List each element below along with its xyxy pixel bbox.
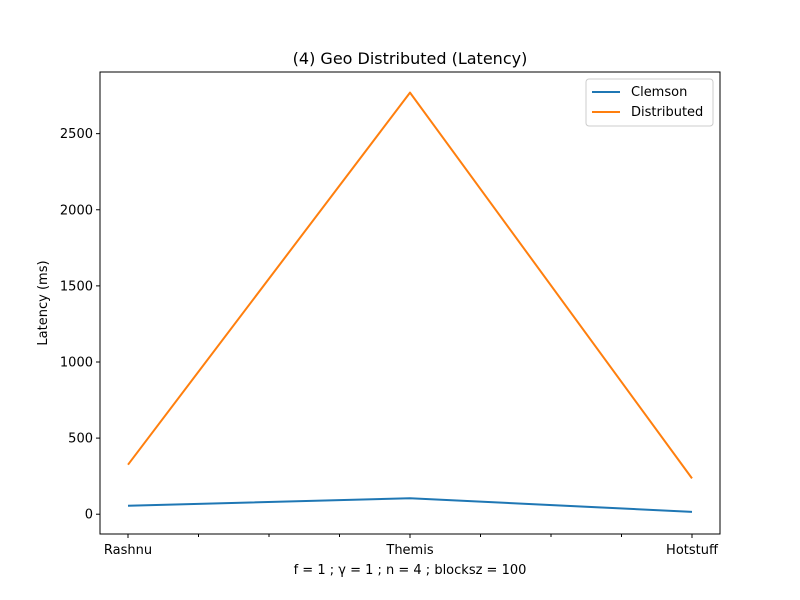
x-tick-label: Hotstuff <box>666 543 719 558</box>
x-axis-ticks: Rashnu Themis Hotstuff <box>104 534 719 558</box>
y-tick-label: 500 <box>68 432 93 447</box>
y-tick-label: 1000 <box>60 355 93 370</box>
legend: Clemson Distributed <box>585 78 714 127</box>
y-axis-label: Latency (ms) <box>36 260 51 345</box>
plot-area: 0 500 1000 1500 2000 2500 Rashnu Themis Hotstuf… <box>60 71 721 558</box>
legend-label-distributed: Distributed <box>631 105 703 120</box>
legend-box <box>585 78 714 127</box>
series-line-distributed <box>127 91 693 479</box>
x-tick-label: Themis <box>385 543 433 558</box>
y-tick-label: 0 <box>85 508 93 523</box>
chart-title: (4) Geo Distributed (Latency) <box>293 49 528 68</box>
legend-label-clemson: Clemson <box>631 85 687 100</box>
y-axis-ticks: 0 500 1000 1500 2000 2500 <box>60 127 100 523</box>
series-line-clemson <box>127 497 693 513</box>
series-layer <box>127 91 693 513</box>
y-tick-label: 2000 <box>60 203 93 218</box>
y-tick-label: 1500 <box>60 279 93 294</box>
x-tick-label: Rashnu <box>104 543 152 558</box>
y-tick-label: 2500 <box>60 127 93 142</box>
x-axis-label: f = 1 ; γ = 1 ; n = 4 ; blocksz = 100 <box>294 563 527 578</box>
